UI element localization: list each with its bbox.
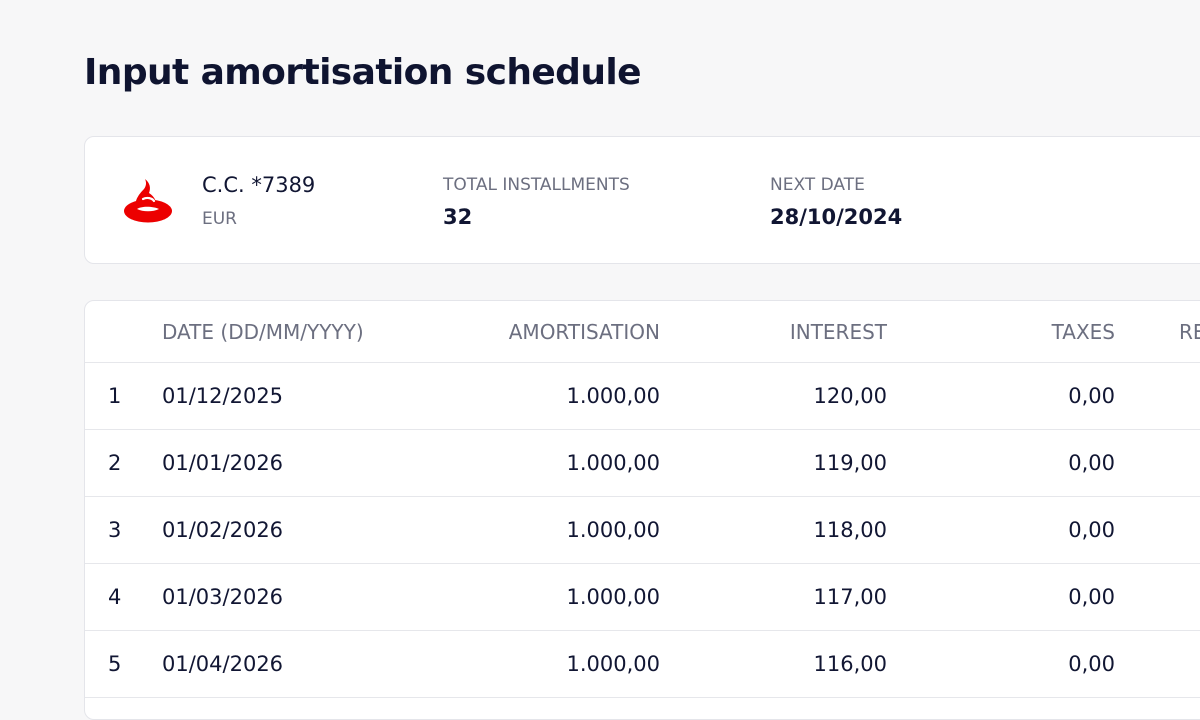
- table-row[interactable]: 3 01/02/2026 1.000,00 118,00 0,00: [85, 497, 1200, 564]
- row-number: 1: [108, 384, 122, 408]
- santander-flame-icon: [124, 179, 172, 223]
- row-taxes[interactable]: 0,00: [1068, 652, 1115, 676]
- row-date[interactable]: 01/02/2026: [162, 518, 284, 542]
- row-interest[interactable]: 117,00: [813, 585, 887, 609]
- row-date[interactable]: 01/04/2026: [162, 652, 284, 676]
- row-taxes[interactable]: 0,00: [1068, 518, 1115, 542]
- row-number: 2: [108, 451, 122, 475]
- header-date: DATE (DD/MM/YYYY): [162, 319, 364, 344]
- table-header-row: DATE (DD/MM/YYYY) AMORTISATION INTEREST …: [85, 301, 1200, 363]
- header-taxes: TAXES: [1051, 319, 1115, 344]
- next-date-label: NEXT DATE: [770, 175, 865, 195]
- row-amortisation[interactable]: 1.000,00: [566, 451, 660, 475]
- table-row[interactable]: 5 01/04/2026 1.000,00 116,00 0,00: [85, 631, 1200, 698]
- row-date[interactable]: 01/12/2025: [162, 384, 284, 408]
- row-amortisation[interactable]: 1.000,00: [566, 652, 660, 676]
- row-interest[interactable]: 116,00: [813, 652, 887, 676]
- total-installments-value: 32: [443, 205, 473, 229]
- table-row[interactable]: 1 01/12/2025 1.000,00 120,00 0,00: [85, 363, 1200, 430]
- amortisation-table: DATE (DD/MM/YYYY) AMORTISATION INTEREST …: [84, 300, 1200, 720]
- row-date[interactable]: 01/01/2026: [162, 451, 284, 475]
- header-interest: INTEREST: [789, 319, 887, 344]
- row-interest[interactable]: 120,00: [813, 384, 887, 408]
- next-date-value: 28/10/2024: [770, 205, 903, 229]
- row-date[interactable]: 01/03/2026: [162, 585, 284, 609]
- table-row[interactable]: 2 01/01/2026 1.000,00 119,00 0,00: [85, 430, 1200, 497]
- header-rest: RE: [1179, 319, 1200, 344]
- row-amortisation[interactable]: 1.000,00: [566, 585, 660, 609]
- account-summary-card: C.C. *7389 EUR TOTAL INSTALLMENTS 32 NEX…: [84, 136, 1200, 264]
- account-currency: EUR: [202, 209, 237, 229]
- table-row[interactable]: 4 01/03/2026 1.000,00 117,00 0,00: [85, 564, 1200, 631]
- account-name: C.C. *7389: [202, 173, 316, 197]
- row-taxes[interactable]: 0,00: [1068, 384, 1115, 408]
- total-installments-label: TOTAL INSTALLMENTS: [443, 175, 630, 195]
- row-amortisation[interactable]: 1.000,00: [566, 518, 660, 542]
- header-amortisation: AMORTISATION: [508, 319, 660, 344]
- row-taxes[interactable]: 0,00: [1068, 585, 1115, 609]
- row-number: 3: [108, 518, 122, 542]
- row-amortisation[interactable]: 1.000,00: [566, 384, 660, 408]
- row-number: 4: [108, 585, 122, 609]
- row-interest[interactable]: 118,00: [813, 518, 887, 542]
- row-taxes[interactable]: 0,00: [1068, 451, 1115, 475]
- row-interest[interactable]: 119,00: [813, 451, 887, 475]
- row-number: 5: [108, 652, 122, 676]
- page-title: Input amortisation schedule: [84, 52, 642, 93]
